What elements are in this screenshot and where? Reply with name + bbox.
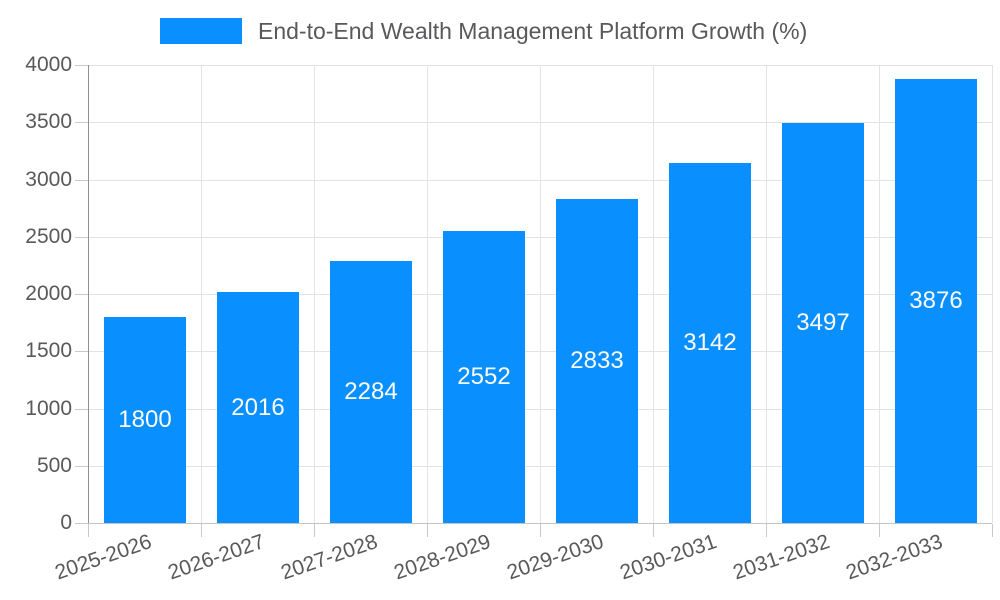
y-axis-tick-label: 3500 (25, 110, 72, 134)
y-tick-mark (75, 408, 88, 410)
y-axis-line (88, 65, 89, 524)
y-tick-mark (75, 236, 88, 238)
plot-area (88, 65, 993, 523)
bar-value-label: 2284 (344, 378, 398, 406)
x-gridline (653, 65, 654, 523)
y-axis-tick-label: 1500 (25, 339, 72, 363)
x-axis-tick-label: 2025-2026 (52, 530, 155, 585)
x-gridline (879, 65, 880, 523)
x-axis-tick-label: 2030-2031 (617, 530, 720, 585)
bar-2027-2028[interactable]: 2284 (330, 261, 412, 523)
y-axis-tick-label: 0 (60, 511, 72, 534)
x-axis-tick-label: 2029-2030 (504, 530, 607, 585)
y-axis-tick-label: 2000 (25, 282, 72, 305)
y-tick-mark (75, 465, 88, 467)
x-tick-mark (314, 524, 315, 537)
x-axis-tick-label: 2031-2032 (730, 530, 833, 585)
y-tick-mark (75, 294, 88, 295)
bar-2028-2029[interactable]: 2552 (443, 230, 525, 523)
y-axis-tick-label: 500 (36, 453, 72, 477)
x-gridline (766, 65, 767, 523)
x-tick-mark (201, 524, 202, 537)
bar-value-label: 2016 (231, 393, 285, 421)
bar-2025-2026[interactable]: 1800 (104, 316, 186, 523)
y-tick-mark (75, 65, 88, 66)
x-axis-tick-label: 2027-2028 (278, 530, 381, 585)
legend-swatch (160, 18, 242, 44)
x-gridline (992, 65, 993, 523)
legend-label: End-to-End Wealth Management Platform Gr… (258, 18, 808, 44)
bar-value-label: 2552 (457, 362, 511, 390)
y-axis-tick-label: 1000 (25, 396, 72, 420)
x-tick-mark (427, 524, 428, 537)
bar-2031-2032[interactable]: 3497 (782, 122, 864, 523)
x-gridline (540, 65, 541, 523)
x-tick-mark (88, 524, 89, 537)
y-tick-mark (75, 523, 88, 524)
x-tick-mark (540, 524, 541, 537)
y-tick-mark (75, 179, 88, 181)
bar-2029-2030[interactable]: 2833 (556, 198, 638, 523)
x-tick-mark (879, 524, 880, 537)
x-gridline (314, 65, 315, 523)
y-tick-mark (75, 122, 88, 124)
x-axis-tick-label: 2028-2029 (391, 530, 494, 585)
y-axis-tick-label: 3000 (25, 167, 72, 191)
bar-value-label: 3876 (909, 287, 963, 315)
y-axis-tick-label: 4000 (25, 53, 72, 76)
bar-2032-2033[interactable]: 3876 (895, 79, 977, 523)
bar-2030-2031[interactable]: 3142 (669, 163, 751, 523)
x-axis-tick-label: 2032-2033 (843, 530, 946, 585)
x-gridline (201, 65, 202, 523)
legend-item[interactable]: End-to-End Wealth Management Platform Gr… (160, 18, 807, 44)
bar-2026-2027[interactable]: 2016 (217, 292, 299, 523)
x-gridline (427, 65, 428, 523)
y-axis-tick-label: 2500 (25, 224, 72, 248)
bar-value-label: 1800 (118, 405, 172, 433)
bar-value-label: 3497 (796, 308, 850, 336)
bar-value-label: 3142 (683, 329, 737, 357)
x-tick-mark (766, 524, 767, 537)
y-tick-mark (75, 351, 88, 353)
bar-value-label: 2833 (570, 346, 624, 374)
x-axis-tick-label: 2026-2027 (165, 530, 268, 585)
x-tick-mark (992, 524, 993, 537)
x-tick-mark (653, 524, 654, 537)
x-axis-line (88, 523, 992, 524)
